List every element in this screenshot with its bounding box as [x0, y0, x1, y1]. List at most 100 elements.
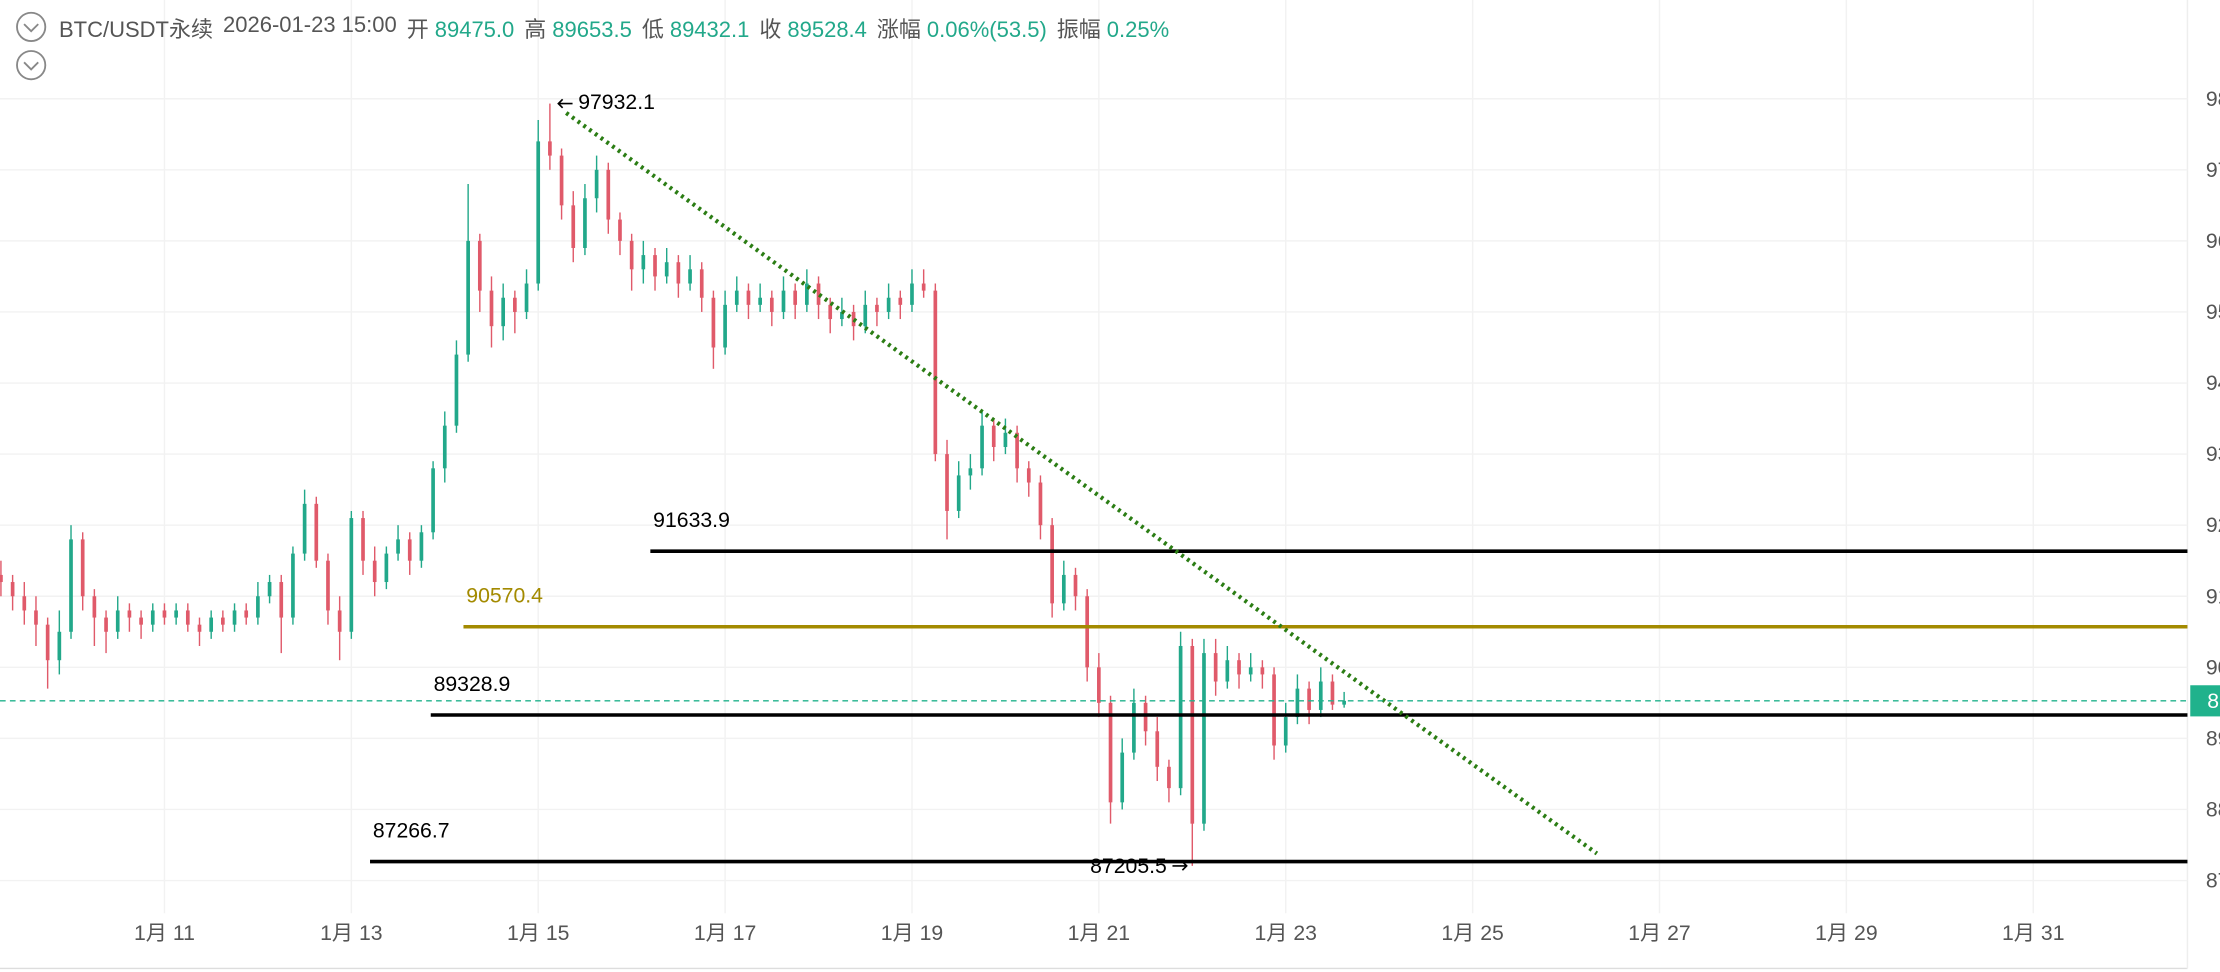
candle-body	[221, 617, 225, 625]
arrow	[1172, 861, 1188, 871]
candle-body	[34, 610, 38, 625]
candle-body	[1108, 702, 1113, 803]
candle-body	[840, 311, 844, 320]
header-value: 89475.0	[434, 17, 515, 42]
candle-body	[291, 553, 295, 618]
expand-icon[interactable]	[16, 50, 47, 81]
candle-body	[641, 255, 646, 270]
candle-body	[372, 560, 377, 583]
candle-body	[653, 255, 657, 277]
header-label: 涨幅	[876, 17, 921, 42]
candle-body	[396, 539, 400, 554]
candle-body	[10, 582, 15, 597]
candle-body	[769, 297, 774, 312]
candle-body	[279, 582, 284, 618]
candle-body	[115, 610, 120, 632]
candle-body	[1190, 645, 1195, 824]
x-tick-label: 1月 21	[1068, 922, 1131, 945]
trend-line	[565, 111, 1599, 856]
y-tick-label: 93000	[2206, 443, 2220, 466]
candle-body	[1085, 596, 1090, 668]
candle-body	[629, 240, 634, 270]
current-price-box	[2190, 685, 2220, 717]
candle-body	[559, 155, 564, 206]
candle-body	[1038, 482, 1043, 526]
header-label: 收	[759, 17, 782, 42]
candle-body	[0, 574, 3, 583]
header-label: 开	[406, 17, 429, 42]
header-value: 0.06%(53.5)	[926, 17, 1047, 42]
candle-body	[466, 240, 470, 355]
level-label: 87266.7	[373, 820, 450, 843]
candle-body	[1097, 667, 1101, 703]
candle-body	[758, 297, 762, 305]
x-tick-label: 1月 23	[1254, 922, 1317, 945]
candle-body	[1202, 653, 1206, 824]
symbol: BTC/USDT永续	[59, 17, 214, 42]
x-tick-label: 1月 11	[134, 922, 195, 945]
candle-body	[898, 297, 903, 305]
candle-body	[699, 269, 704, 298]
candle-body	[828, 304, 833, 320]
candle-body	[127, 610, 132, 618]
candle-body	[22, 596, 27, 611]
candle-body	[1330, 681, 1335, 705]
candle-body	[1318, 681, 1323, 710]
candle-body	[232, 610, 237, 625]
candle-body	[793, 290, 798, 305]
candle-body	[921, 283, 926, 291]
candle-body	[676, 262, 681, 284]
candle-body	[1026, 468, 1031, 483]
candle-body	[875, 304, 879, 312]
level-label: 89328.9	[434, 673, 511, 696]
candle-body	[57, 631, 62, 661]
candle-body	[45, 624, 50, 661]
collapse-icon[interactable]	[16, 11, 47, 43]
candle-body	[501, 297, 506, 327]
candle-body	[150, 610, 155, 625]
candle-body	[1061, 574, 1066, 604]
candle-body	[1248, 667, 1253, 675]
candle-body	[886, 297, 891, 312]
level-label: 90570.4	[466, 585, 543, 608]
candle-body	[1260, 667, 1265, 675]
candle-body	[197, 624, 202, 632]
candle-body	[442, 425, 447, 469]
low-label: 87205.5	[1090, 855, 1167, 878]
candle-body	[407, 539, 412, 561]
candle-body	[816, 283, 821, 305]
level-label: 91633.9	[653, 509, 730, 532]
candle-body	[1295, 688, 1300, 718]
candle-body	[361, 518, 365, 561]
chevron	[23, 23, 39, 33]
y-tick-label: 90000	[2206, 656, 2220, 679]
current-price-label: 89528.4	[2207, 690, 2220, 713]
y-tick-label: 91000	[2206, 585, 2220, 608]
candle-body	[477, 240, 482, 291]
candle-body	[851, 311, 856, 327]
y-tick-label: 97000	[2206, 159, 2220, 182]
candle-body	[606, 169, 611, 220]
candle-body	[267, 582, 272, 597]
y-tick-label: 96000	[2206, 230, 2220, 253]
candle-body	[80, 539, 85, 597]
candle-body	[1015, 432, 1019, 469]
candle-body	[746, 290, 751, 305]
header: BTC/USDT永续 2026-01-23 15:00 开 89475.0 高 896…	[59, 12, 1169, 44]
candle-body	[419, 532, 424, 561]
candle-body	[583, 198, 587, 248]
candle-body	[162, 610, 167, 618]
candle-body	[1225, 660, 1230, 682]
candle-body	[1213, 653, 1218, 682]
candle-body	[1120, 752, 1125, 803]
candle-body	[104, 617, 108, 632]
candle-body	[209, 617, 214, 632]
y-tick-label: 92000	[2206, 514, 2220, 537]
candle-body	[1073, 574, 1078, 597]
candle-body	[431, 468, 435, 533]
candle-body	[910, 283, 914, 305]
header-label: 高	[524, 17, 547, 42]
candle-body	[92, 596, 97, 618]
